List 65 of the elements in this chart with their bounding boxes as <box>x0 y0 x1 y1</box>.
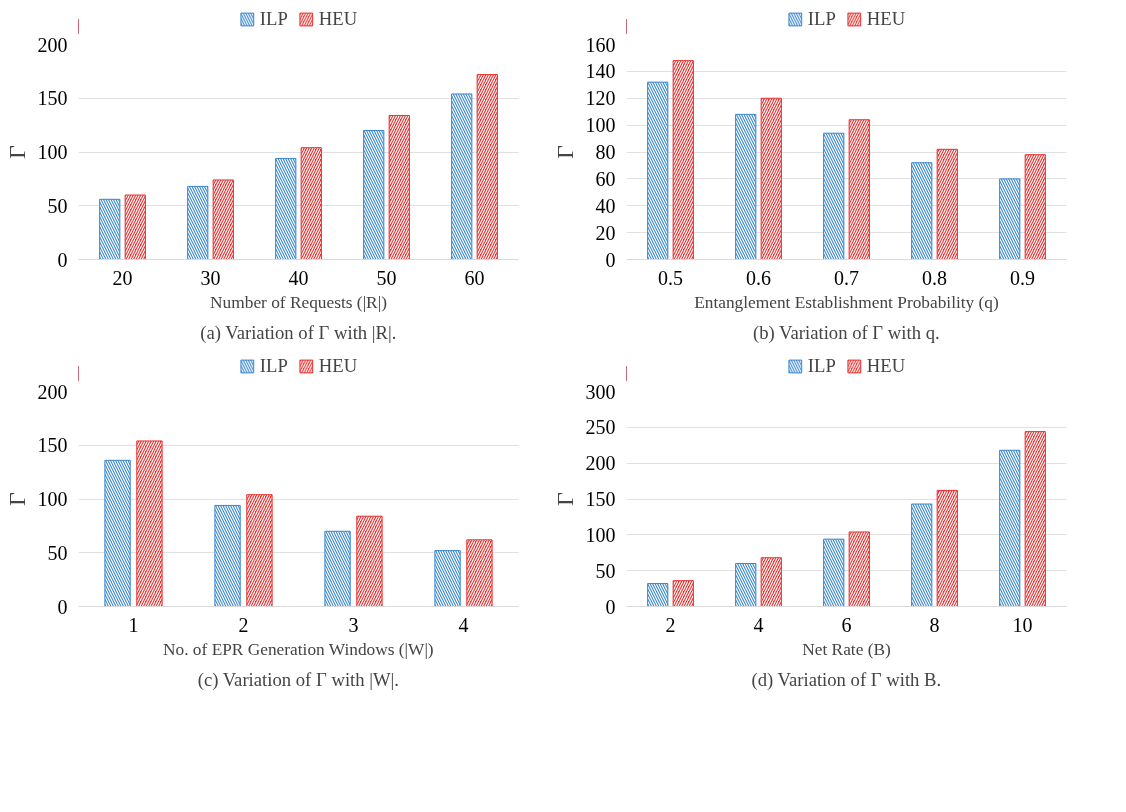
y-tick-label: 100 <box>585 523 616 546</box>
y-tick-label: 50 <box>595 559 616 582</box>
y-tick-label: 250 <box>585 416 616 439</box>
x-tick-label: 30 <box>200 266 221 289</box>
y-axis-title: Γ <box>551 491 578 506</box>
y-tick-label: 0 <box>57 595 68 618</box>
y-tick-label: 200 <box>37 380 68 403</box>
x-tick-label: 10 <box>1012 613 1033 636</box>
y-tick-label: 50 <box>47 541 68 564</box>
legend-label: HEU <box>866 8 906 30</box>
x-tick-label: 2 <box>238 613 249 636</box>
y-axis-title: Γ <box>3 144 30 159</box>
x-axis-title: Number of Requests (|R|) <box>210 292 388 312</box>
y-tick-label: 50 <box>47 194 68 217</box>
x-axis-title: Entanglement Establishment Probability (q) <box>694 292 1000 312</box>
y-tick-label: 100 <box>585 114 616 137</box>
y-tick-label: 200 <box>37 33 68 56</box>
x-tick-label: 6 <box>841 613 852 636</box>
y-axis-title: Γ <box>551 144 578 159</box>
text: (a) Variation of Γ with |R|. <box>200 321 397 344</box>
y-tick-label: 80 <box>595 141 616 163</box>
x-tick-label: 2 <box>665 613 676 636</box>
y-tick-label: 0 <box>57 248 68 271</box>
x-tick-label: 0.8 <box>922 266 947 289</box>
y-tick-label: 150 <box>585 488 616 510</box>
legend-label: HEU <box>318 355 358 377</box>
legend-label: HEU <box>866 355 906 377</box>
y-tick-label: 300 <box>585 380 616 403</box>
x-tick-label: 0.5 <box>658 266 683 289</box>
x-tick-label: 4 <box>458 613 469 636</box>
y-tick-label: 0 <box>605 248 616 271</box>
y-tick-label: 40 <box>595 194 616 217</box>
y-tick-label: 0 <box>605 595 616 618</box>
y-tick-label: 150 <box>37 87 68 110</box>
x-tick-label: 40 <box>288 266 309 289</box>
text: (b) Variation of Γ with q. <box>753 321 940 344</box>
y-tick-label: 100 <box>37 141 68 163</box>
x-tick-label: 0.9 <box>1010 266 1035 289</box>
text: (c) Variation of Γ with |W|. <box>197 668 399 691</box>
y-tick-label: 100 <box>37 488 68 510</box>
x-tick-label: 20 <box>112 266 133 289</box>
x-tick-label: 8 <box>929 613 940 636</box>
y-tick-label: 140 <box>585 60 616 83</box>
y-tick-label: 120 <box>585 87 616 110</box>
legend-label: ILP <box>259 355 288 377</box>
y-tick-label: 200 <box>585 452 616 475</box>
x-tick-label: 50 <box>376 266 397 289</box>
x-tick-label: 3 <box>348 613 359 636</box>
legend-label: ILP <box>807 355 836 377</box>
x-tick-label: 4 <box>753 613 764 636</box>
y-tick-label: 160 <box>585 33 616 56</box>
x-tick-label: 0.6 <box>746 266 771 289</box>
y-tick-label: 150 <box>37 434 68 457</box>
y-tick-label: 20 <box>595 221 616 244</box>
x-tick-label: 60 <box>464 266 485 289</box>
text: (d) Variation of Γ with B. <box>751 668 942 691</box>
x-tick-label: 0.7 <box>834 266 859 289</box>
y-axis-title: Γ <box>3 491 30 506</box>
x-axis-title: Net Rate (B) <box>802 639 891 659</box>
x-axis-title: No. of EPR Generation Windows (|W|) <box>163 639 434 659</box>
legend-label: HEU <box>318 8 358 30</box>
legend-label: ILP <box>259 8 288 30</box>
legend-label: ILP <box>807 8 836 30</box>
y-tick-label: 60 <box>595 167 616 190</box>
x-tick-label: 1 <box>128 613 139 636</box>
